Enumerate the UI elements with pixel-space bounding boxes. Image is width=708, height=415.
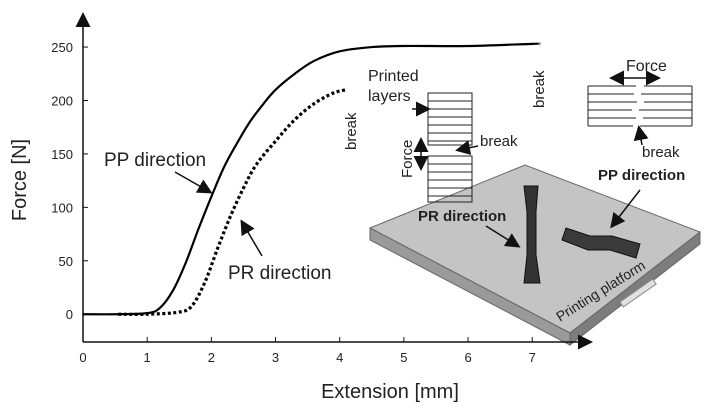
x-tick-label: 3	[272, 350, 279, 365]
y-tick-label: 150	[51, 147, 73, 162]
annotation: layers	[368, 88, 411, 105]
x-tick-label: 2	[208, 350, 215, 365]
x-axis-label: Extension [mm]	[321, 381, 459, 403]
annotation: PP direction	[598, 167, 685, 184]
annotation: PR direction	[418, 208, 506, 225]
annotation: break	[480, 133, 518, 150]
annotation: PP direction	[104, 150, 206, 171]
y-tick-label: 50	[59, 254, 73, 269]
annotation: Force	[399, 140, 416, 178]
x-tick-label: 4	[336, 350, 343, 365]
annotation: break	[531, 70, 548, 108]
annotation: Printed	[368, 68, 419, 85]
y-axis-label: Force [N]	[9, 139, 31, 221]
x-tick-label: 7	[529, 350, 536, 365]
chart: Extension [mm] Force [N] 0 1 2 3 4 5 6 7 0 50 100 1…	[0, 0, 708, 410]
x-tick-label: 6	[464, 350, 471, 365]
annotation: break	[343, 112, 360, 150]
y-tick-label: 200	[51, 93, 73, 108]
x-tick-label: 1	[144, 350, 151, 365]
x-tick-label: 5	[400, 350, 407, 365]
annotation: break	[642, 144, 680, 161]
annotation: PR direction	[228, 263, 332, 284]
y-tick-label: 0	[66, 307, 73, 322]
platform-illustration	[370, 165, 700, 345]
annotation: Force	[626, 58, 667, 75]
y-tick-label: 100	[51, 200, 73, 215]
x-tick-label: 0	[79, 350, 86, 365]
y-tick-label: 250	[51, 40, 73, 55]
